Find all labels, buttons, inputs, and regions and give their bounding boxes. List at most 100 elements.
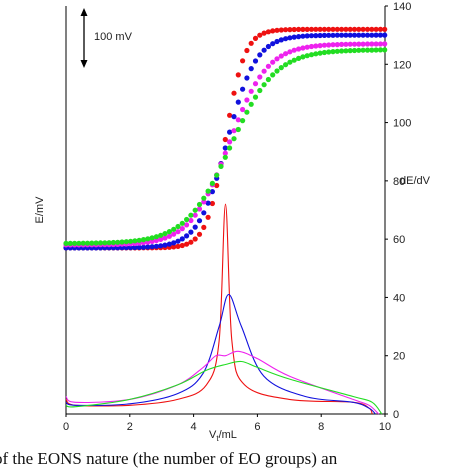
scale-bar-arrow-bottom	[80, 60, 88, 68]
titration-point	[196, 201, 203, 208]
titration-point	[231, 128, 237, 134]
titration-point	[308, 43, 315, 50]
titration-point	[261, 47, 267, 53]
titration-point	[201, 195, 207, 201]
derivative-series-0	[65, 203, 373, 415]
titration-point	[179, 220, 185, 226]
titration-point	[304, 26, 310, 32]
right-tick-labels: 0 20 40 60 80 100 120 140	[385, 1, 411, 421]
titration-point	[188, 239, 194, 245]
titration-point	[110, 239, 116, 246]
titration-point	[377, 32, 383, 38]
derivative-curves	[65, 203, 383, 415]
titration-point	[377, 41, 383, 47]
x-axis-title-sub: t	[216, 434, 219, 443]
titration-point	[188, 217, 194, 224]
titration-point	[158, 236, 164, 242]
titration-point	[240, 118, 246, 124]
x-tick-label: 0	[63, 421, 69, 433]
titration-point	[231, 90, 237, 96]
titration-point	[343, 48, 349, 54]
titration-point	[140, 237, 147, 243]
titration-point	[201, 224, 207, 230]
titration-point	[360, 47, 366, 53]
titration-point	[149, 238, 155, 244]
titration-point	[136, 237, 142, 243]
titration-point	[347, 41, 353, 47]
titration-point	[265, 76, 271, 83]
titration-point	[265, 43, 271, 50]
titration-point	[313, 51, 319, 57]
titration-point	[304, 44, 310, 50]
x-tick-label: 4	[191, 421, 197, 433]
titration-point	[330, 32, 336, 38]
titration-point	[162, 242, 168, 248]
right-tick-label: 0	[393, 409, 399, 421]
titration-point	[248, 66, 254, 72]
titration-point	[235, 126, 241, 133]
titration-point	[244, 109, 250, 115]
titration-point	[300, 26, 306, 32]
titration-point	[321, 26, 327, 32]
titration-point	[158, 232, 164, 238]
titration-point	[326, 49, 332, 55]
titration-point	[369, 41, 375, 47]
titration-point	[192, 224, 198, 230]
titration-point	[196, 206, 203, 212]
titration-point	[270, 59, 276, 65]
titration-point	[330, 26, 336, 32]
titration-point	[377, 26, 383, 32]
titration-point	[175, 238, 181, 244]
titration-point	[351, 41, 358, 47]
titration-point	[192, 212, 198, 218]
titration-point	[317, 50, 323, 56]
titration-point	[240, 58, 246, 64]
titration-point	[196, 231, 203, 237]
scale-bar: 100 mV	[80, 8, 133, 68]
titration-point	[257, 52, 263, 58]
titration-point	[287, 49, 293, 55]
titration-point	[291, 57, 297, 63]
right-axis-title: dE/dV	[400, 175, 431, 187]
titration-point	[261, 68, 267, 74]
titration-point	[287, 59, 293, 65]
derivative-series-3	[65, 360, 383, 415]
titration-point	[209, 189, 215, 195]
titration-point	[369, 47, 375, 53]
titration-point	[222, 154, 228, 160]
titration-point	[222, 145, 228, 151]
titration-series-0	[63, 26, 388, 251]
titration-point	[351, 26, 358, 32]
x-tick-label: 10	[379, 421, 391, 433]
titration-point	[158, 243, 164, 249]
titration-point	[278, 65, 284, 71]
titration-point	[313, 43, 319, 49]
titration-series-2	[63, 41, 388, 248]
titration-point	[313, 26, 319, 32]
titration-point	[283, 62, 289, 68]
titration-point	[334, 26, 340, 32]
titration-point	[115, 239, 121, 245]
left-axis-title: E/mV	[34, 196, 46, 224]
titration-point	[343, 32, 349, 38]
titration-point	[240, 86, 246, 92]
titration-point	[308, 26, 315, 32]
titration-point	[209, 180, 215, 186]
titration-point	[214, 182, 220, 189]
titration-point	[278, 37, 284, 43]
titration-point	[231, 136, 237, 142]
titration-point	[175, 243, 181, 249]
titration-point	[184, 216, 190, 223]
titration-point	[214, 172, 220, 178]
titration-point	[231, 114, 237, 120]
titration-point	[356, 41, 362, 47]
titration-point	[132, 238, 138, 244]
titration-point	[67, 240, 73, 246]
titration-point	[97, 240, 104, 246]
titration-point	[373, 41, 379, 47]
titration-point	[356, 32, 362, 38]
titration-point	[222, 136, 228, 143]
titration-point	[171, 244, 177, 250]
titration-point	[166, 233, 172, 239]
titration-point	[72, 240, 78, 246]
